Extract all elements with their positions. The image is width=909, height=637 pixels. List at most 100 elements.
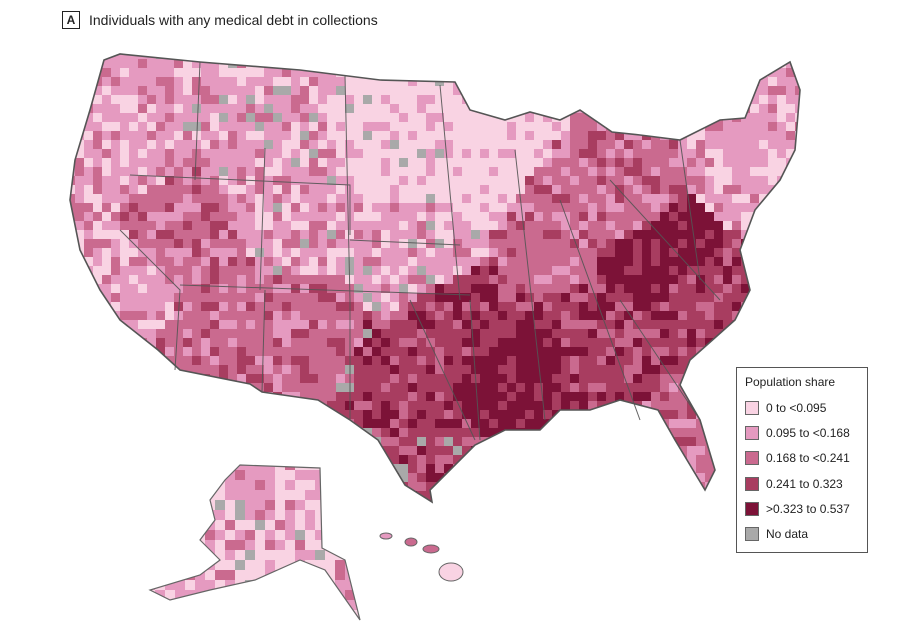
county-cell [228,113,238,123]
county-cell [273,212,283,222]
county-cell [273,54,283,60]
county-cell [561,401,571,411]
borough-cell [315,560,326,571]
county-cell [768,194,778,204]
county-cell [723,419,733,429]
county-cell [309,77,319,87]
county-cell [264,95,274,105]
county-cell [777,338,787,348]
county-cell [156,464,166,474]
county-cell [669,329,679,339]
county-cell [669,194,679,204]
county-cell [84,329,94,339]
county-cell [687,104,697,114]
county-cell [156,131,166,141]
county-cell [327,131,337,141]
county-cell [255,203,265,213]
county-cell [552,104,562,114]
county-cell [714,383,724,393]
county-cell [336,347,346,357]
county-cell [255,54,265,60]
county-cell [597,374,607,384]
county-cell [516,59,526,69]
county-cell [678,185,688,195]
county-cell [426,248,436,258]
county-cell [111,77,121,87]
county-cell [381,419,391,429]
county-cell [327,122,337,132]
county-cell [381,176,391,186]
county-cell [471,77,481,87]
county-cell [660,140,670,150]
county-cell [606,464,616,474]
county-cell [678,95,688,105]
county-cell [282,77,292,87]
county-cell [723,500,733,502]
county-cell [318,158,328,168]
county-cell [129,356,139,366]
county-cell [345,491,355,501]
county-cell [165,122,175,132]
county-cell [183,419,193,429]
county-cell [462,104,472,114]
county-cell [480,401,490,411]
county-cell [714,122,724,132]
county-cell [210,428,220,438]
borough-cell [150,570,156,581]
county-cell [462,158,472,168]
county-cell [678,140,688,150]
county-cell [561,248,571,258]
borough-cell [165,610,176,620]
county-cell [156,284,166,294]
county-cell [624,221,634,231]
county-cell [102,428,112,438]
county-cell [84,158,94,168]
county-cell [462,329,472,339]
county-cell [354,446,364,456]
county-cell [534,86,544,96]
county-cell [750,356,760,366]
county-cell [534,131,544,141]
county-cell [489,428,499,438]
county-cell [678,266,688,276]
county-cell [84,338,94,348]
county-cell [660,248,670,258]
county-cell [201,491,211,501]
borough-cell [285,500,296,511]
borough-cell [265,620,275,630]
county-cell [471,383,481,393]
county-cell [138,473,148,483]
county-cell [462,86,472,96]
county-cell [309,68,319,78]
county-cell [120,293,130,303]
county-cell [759,302,769,312]
county-cell [138,140,148,150]
county-cell [543,266,553,276]
county-cell [75,365,85,375]
county-cell [606,54,616,60]
borough-cell [165,570,176,581]
county-cell [390,239,400,249]
county-cell [228,284,238,294]
county-cell [129,284,139,294]
county-cell [129,257,139,267]
county-cell [363,212,373,222]
county-cell [462,374,472,384]
county-cell [174,194,184,204]
county-cell [507,302,517,312]
county-cell [336,311,346,321]
county-cell [723,365,733,375]
county-cell [111,392,121,402]
borough-cell [255,470,266,481]
county-cell [84,365,94,375]
county-cell [471,59,481,69]
county-cell [372,113,382,123]
county-cell [489,185,499,195]
county-cell [570,410,580,420]
county-cell [759,266,769,276]
county-cell [291,374,301,384]
county-cell [174,446,184,456]
county-cell [84,311,94,321]
county-cell [264,338,274,348]
county-cell [498,59,508,69]
